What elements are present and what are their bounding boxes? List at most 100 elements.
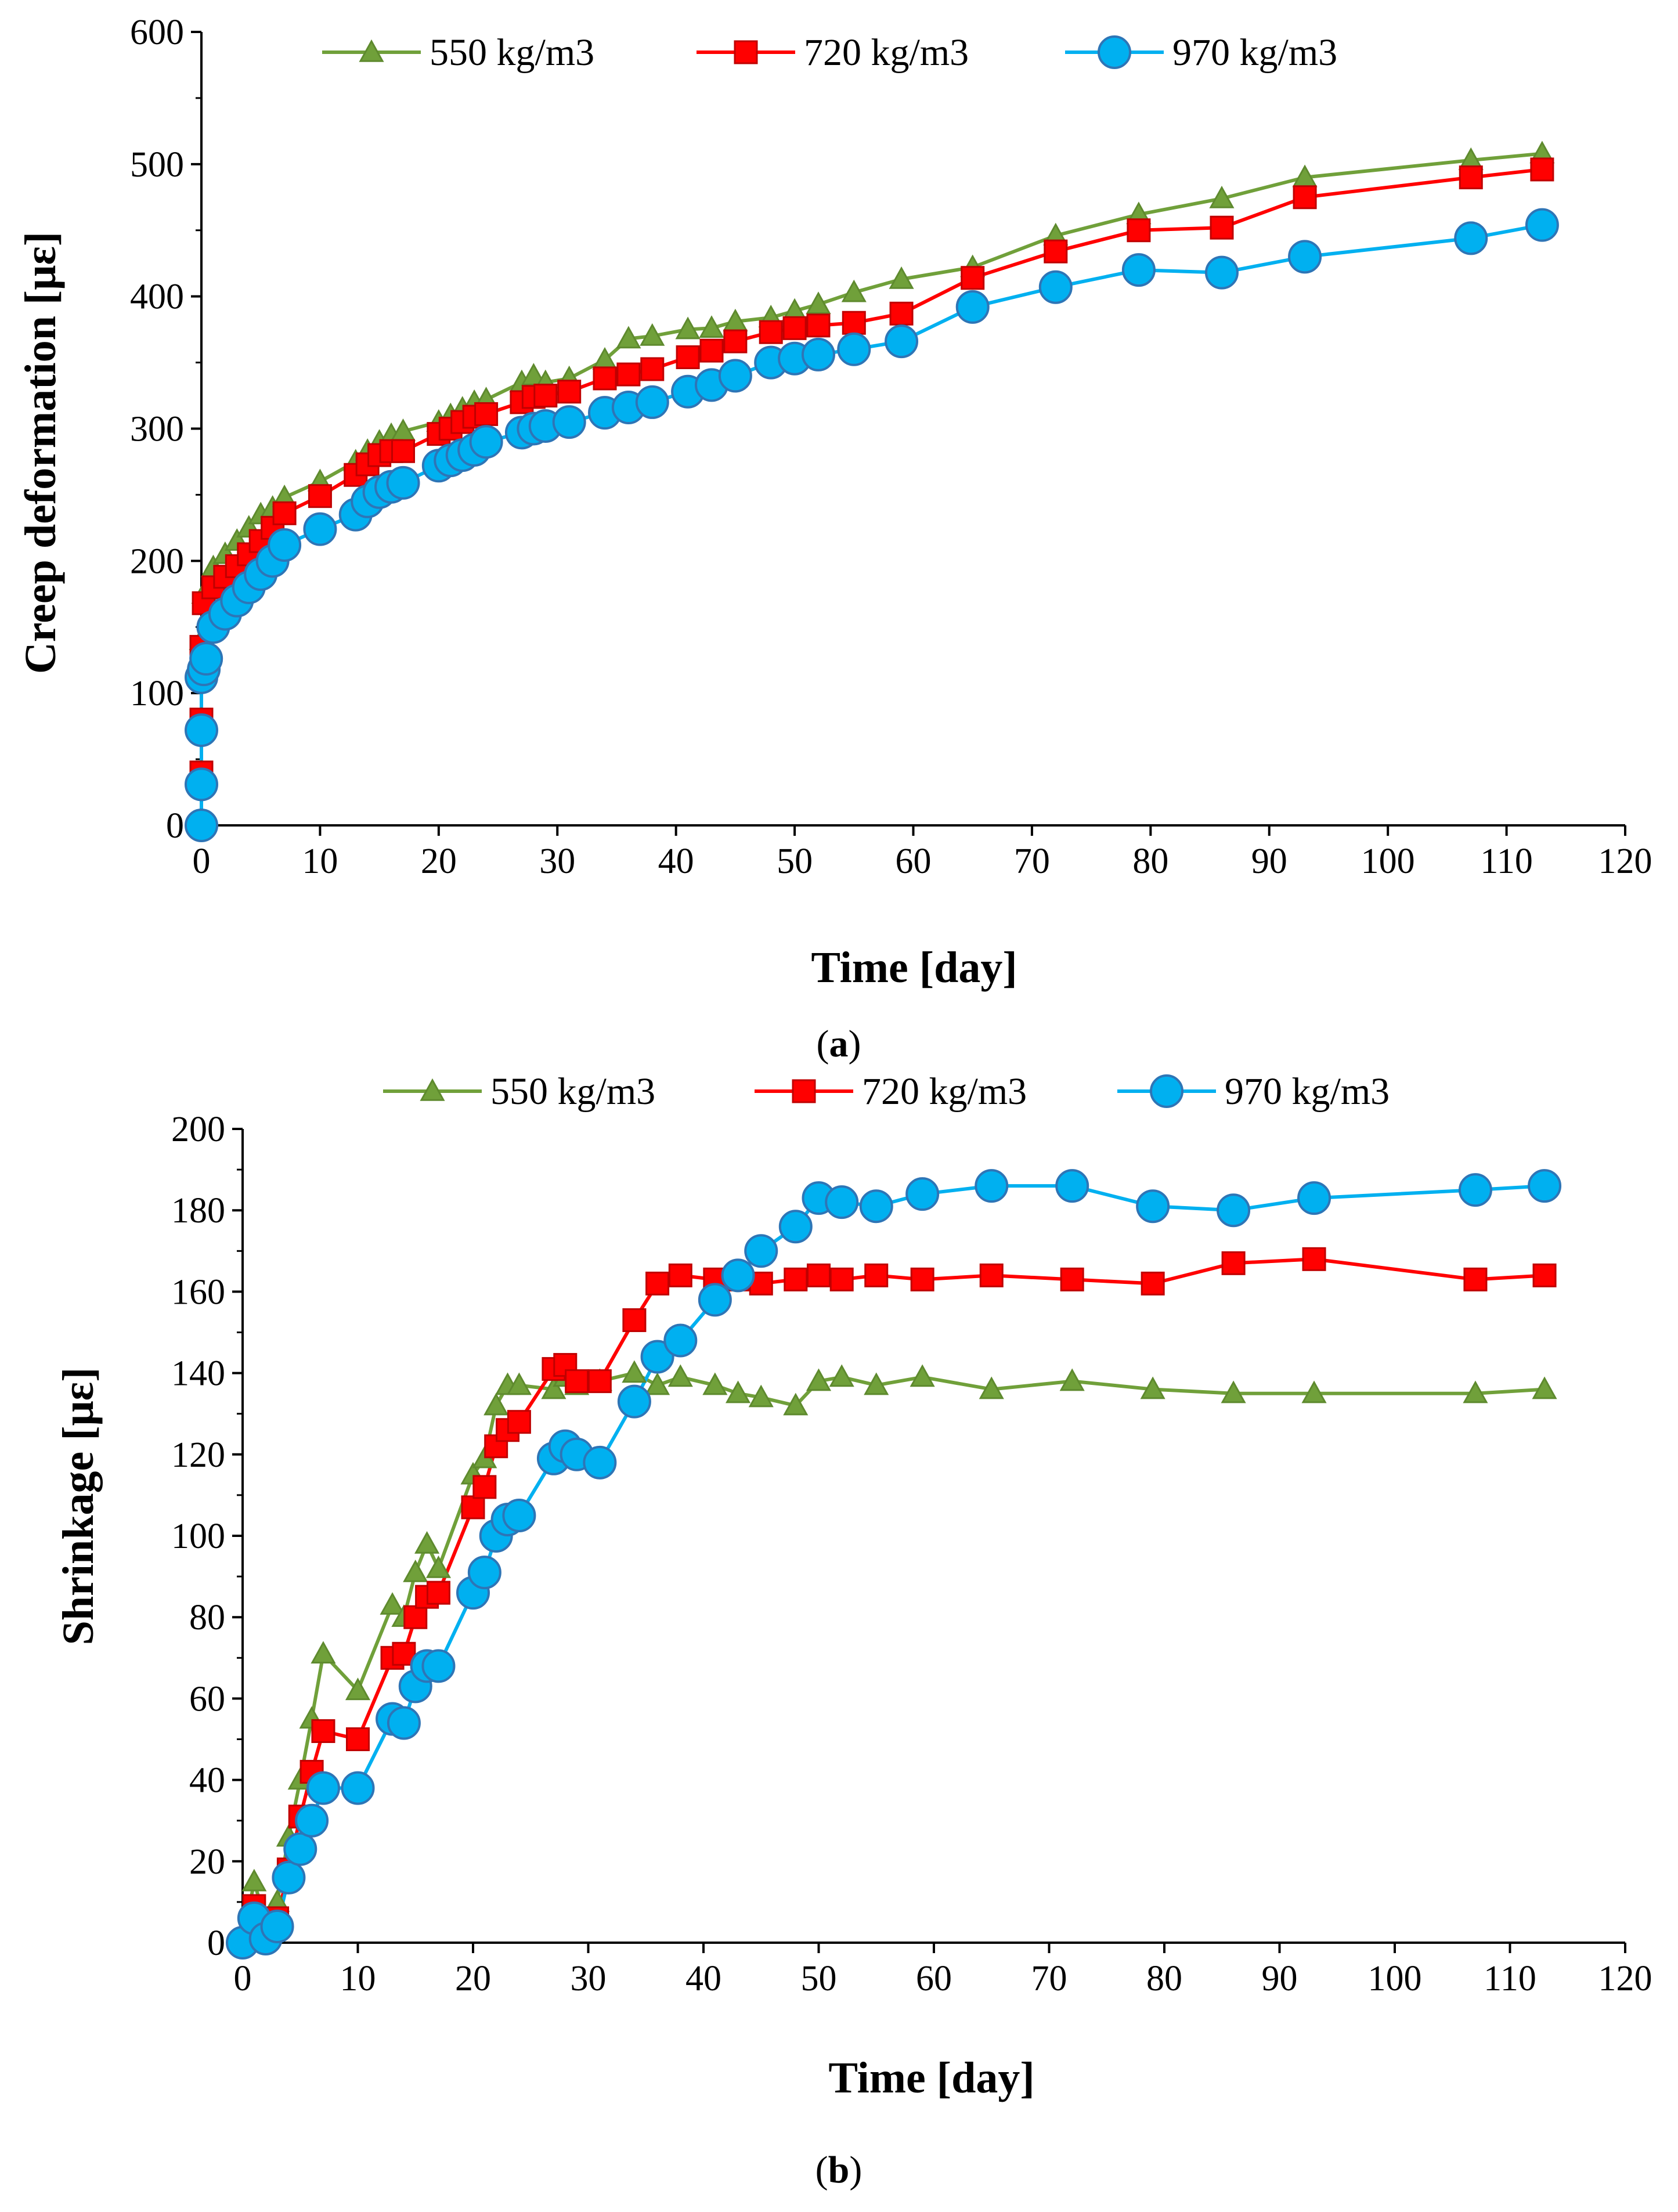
data-point-550-b	[414, 1531, 440, 1554]
data-point-550-b	[829, 1364, 854, 1387]
data-point-720-a	[640, 357, 665, 381]
legend-marker-550-a	[359, 39, 384, 62]
data-point-550-b	[702, 1372, 728, 1395]
data-point-970-b	[467, 1556, 501, 1590]
legend-label-720-a: 720 kg/m3	[804, 31, 969, 74]
data-point-550-b	[1059, 1368, 1085, 1391]
data-point-970-b	[341, 1771, 375, 1805]
data-point-550-b	[1532, 1376, 1557, 1399]
data-point-550-b	[864, 1372, 889, 1395]
data-point-970-b	[295, 1803, 329, 1838]
data-point-550-a	[889, 266, 914, 289]
data-point-720-b	[668, 1263, 692, 1287]
y-tick-label: 160	[171, 1272, 225, 1312]
data-point-970-a	[885, 324, 919, 359]
data-point-720-a	[782, 316, 807, 340]
data-point-970-b	[744, 1234, 778, 1268]
x-axis-ticks-b: 0 10 20 30 40 50 60 70 80 90 100 110 120	[234, 1943, 1652, 1998]
y-tick-label: 180	[171, 1191, 225, 1231]
x-tick-label: 40	[685, 1959, 721, 1998]
x-tick-label: 120	[1598, 1959, 1652, 1998]
data-point-970-b	[859, 1189, 893, 1224]
x-tick-label: 100	[1368, 1959, 1422, 1998]
data-point-970-a	[185, 809, 218, 842]
legend-marker-720-b	[792, 1079, 816, 1103]
data-point-720-a	[961, 266, 985, 290]
legend-label-970-b: 970 kg/m3	[1225, 1070, 1390, 1113]
data-point-550-b	[425, 1555, 451, 1578]
series-group-a	[185, 140, 1559, 842]
data-point-550-b	[1301, 1380, 1327, 1403]
data-point-720-b	[587, 1369, 612, 1394]
data-point-720-a	[676, 345, 700, 369]
data-point-720-a	[557, 380, 582, 404]
legend-label-720-b: 720 kg/m3	[862, 1070, 1027, 1113]
data-point-550-a	[675, 316, 701, 340]
data-point-720-b	[565, 1369, 589, 1394]
data-point-550-b	[403, 1560, 428, 1582]
data-point-970-b	[1458, 1173, 1492, 1207]
data-point-970-b	[583, 1445, 617, 1480]
data-point-720-a	[1293, 185, 1317, 210]
data-point-720-a	[308, 484, 332, 508]
data-point-550-b	[622, 1360, 647, 1383]
y-axis-title-b: Shrinkage [με]	[54, 1367, 103, 1646]
data-point-720-b	[807, 1263, 831, 1287]
data-point-550-a	[841, 279, 867, 302]
legend-label-970-a: 970 kg/m3	[1172, 31, 1337, 74]
data-point-720-a	[806, 313, 831, 338]
data-point-720-b	[507, 1410, 531, 1434]
data-point-970-b	[272, 1860, 306, 1895]
data-point-720-a	[699, 338, 724, 363]
data-point-720-b	[472, 1475, 497, 1499]
data-point-720-b	[910, 1267, 934, 1291]
x-tick-label: 10	[340, 1959, 376, 1998]
data-point-550-b	[783, 1392, 809, 1416]
x-tick-label: 100	[1361, 842, 1415, 881]
data-point-720-a	[723, 329, 748, 353]
data-point-970-b	[502, 1498, 536, 1532]
data-point-550-b	[1463, 1380, 1488, 1403]
x-tick-label: 80	[1132, 842, 1168, 881]
data-point-970-b	[663, 1323, 698, 1358]
data-point-550-a	[806, 291, 831, 315]
data-point-720-b	[1463, 1267, 1488, 1291]
data-point-550-b	[645, 1372, 670, 1395]
legend-marker-550-b	[420, 1078, 445, 1101]
data-point-550-b	[726, 1380, 751, 1403]
data-point-970-b	[640, 1340, 674, 1374]
data-point-970-b	[260, 1909, 294, 1943]
data-point-970-b	[1297, 1181, 1331, 1215]
x-tick-label: 60	[916, 1959, 952, 1998]
x-tick-label: 90	[1262, 1959, 1298, 1998]
data-point-720-b	[749, 1271, 773, 1296]
legend-a: 550 kg/m3 720 kg/m3 970 kg/m3	[322, 31, 1337, 74]
data-point-720-b	[1141, 1271, 1165, 1296]
data-point-970-a	[1038, 270, 1073, 304]
data-point-720-b	[1060, 1267, 1084, 1291]
data-point-720-a	[474, 402, 499, 426]
x-tick-label: 50	[801, 1959, 837, 1998]
data-point-550-b	[506, 1372, 532, 1395]
y-tick-label: 100	[130, 674, 184, 713]
x-tick-label: 0	[193, 842, 211, 881]
x-tick-label: 80	[1146, 1959, 1182, 1998]
data-point-550-a	[616, 326, 641, 349]
data-point-970-b	[1136, 1189, 1170, 1224]
data-point-970-b	[721, 1258, 755, 1293]
x-tick-label: 10	[302, 842, 338, 881]
y-tick-label: 20	[189, 1842, 225, 1882]
x-tick-label: 20	[421, 842, 457, 881]
x-tick-label: 70	[1031, 1959, 1067, 1998]
data-point-720-b	[645, 1271, 670, 1296]
x-tick-label: 20	[455, 1959, 491, 1998]
x-tick-label: 40	[658, 842, 694, 881]
data-point-970-b	[825, 1185, 859, 1219]
data-point-720-b	[403, 1605, 428, 1629]
data-point-550-b	[806, 1368, 832, 1391]
data-point-720-a	[889, 301, 914, 326]
y-tick-label: 100	[171, 1517, 225, 1556]
y-tick-label: 0	[207, 1924, 225, 1963]
data-point-550-b	[380, 1592, 405, 1615]
legend-marker-970-a	[1098, 35, 1131, 69]
